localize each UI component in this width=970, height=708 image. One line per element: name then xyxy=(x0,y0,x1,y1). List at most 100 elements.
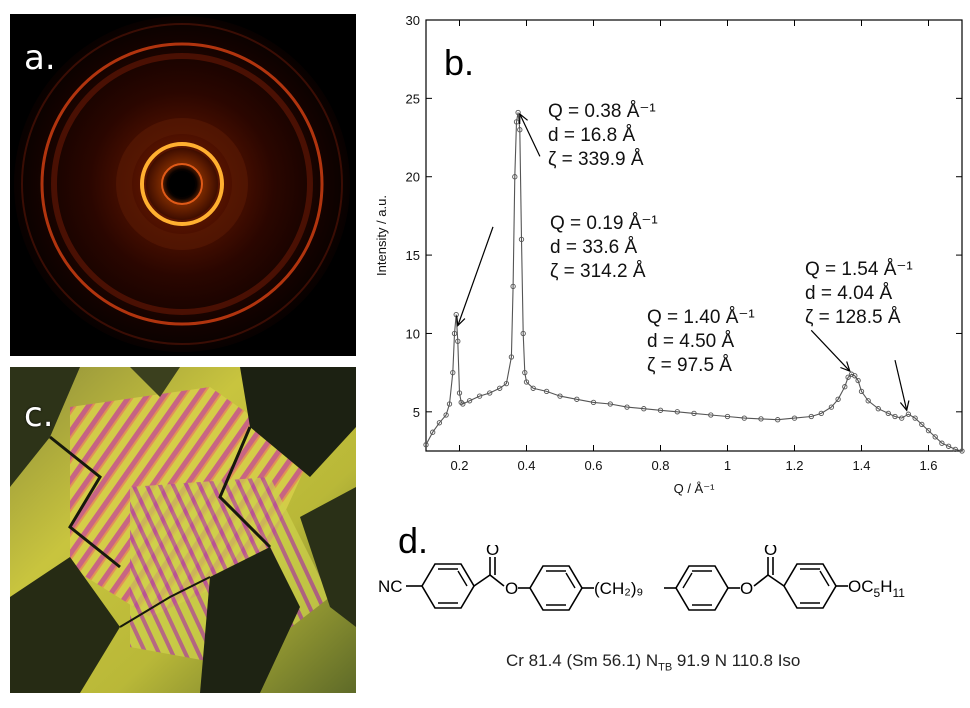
diffraction-rings xyxy=(10,14,356,356)
data-point xyxy=(450,369,456,376)
y-tick-label: 20 xyxy=(406,170,420,185)
data-point xyxy=(865,398,871,404)
y-axis-label: Intensity / a.u. xyxy=(374,195,389,276)
data-point xyxy=(466,398,473,404)
x-tick-label: 1.2 xyxy=(785,458,803,473)
data-point xyxy=(919,421,925,428)
data-point xyxy=(932,434,938,440)
data-point xyxy=(487,390,493,396)
data-point xyxy=(458,399,464,406)
x-axis-label: Q / Å⁻¹ xyxy=(674,481,715,496)
data-point xyxy=(724,413,731,420)
data-point xyxy=(828,404,835,410)
annotation-line: d = 4.04 Å xyxy=(805,283,893,304)
y-tick-label: 10 xyxy=(406,326,420,341)
panel-label-d: d. xyxy=(398,520,429,561)
annotation-line: d = 16.8 Å xyxy=(548,125,636,146)
data-point xyxy=(522,369,528,376)
y-tick-label: 5 xyxy=(413,405,420,420)
annotation-line: ζ = 314.2 Å xyxy=(550,261,646,282)
data-point xyxy=(430,429,436,435)
data-point xyxy=(842,384,848,390)
data-point xyxy=(607,401,613,407)
nitrile-label: NC xyxy=(378,577,403,596)
plot-frame xyxy=(425,19,963,452)
x-tick-label: 1.6 xyxy=(919,458,937,473)
data-point xyxy=(741,415,747,421)
data-point xyxy=(513,119,520,125)
annotation-line: ζ = 97.5 Å xyxy=(647,355,732,376)
data-point xyxy=(436,420,443,426)
data-point xyxy=(858,388,865,395)
outer-wide-angle-ring xyxy=(40,42,324,326)
data-point xyxy=(515,109,521,116)
data-point xyxy=(557,393,563,399)
x-tick-label: 1 xyxy=(724,458,731,473)
data-point xyxy=(875,406,881,412)
optical-texture-micrograph: c. xyxy=(10,367,356,693)
data-point xyxy=(508,354,515,360)
y-tick-label: 30 xyxy=(406,13,420,28)
annotation-line: ζ = 128.5 Å xyxy=(805,307,901,328)
data-point xyxy=(510,283,516,290)
data-point xyxy=(885,410,891,417)
y-tick-label: 25 xyxy=(406,91,420,106)
data-point xyxy=(476,393,483,399)
annotation-arrow xyxy=(519,113,541,157)
data-point xyxy=(497,385,503,391)
beamstop xyxy=(169,171,195,197)
ester-oxygen-1: O xyxy=(505,579,518,598)
carbonyl-oxygen-2: O xyxy=(764,545,777,559)
data-point xyxy=(423,442,429,448)
annotation-peak-1-54: Q = 1.54 Å⁻¹ d = 4.04 Å ζ = 128.5 Å xyxy=(805,258,913,330)
data-point xyxy=(912,415,918,421)
data-point xyxy=(512,174,518,180)
data-point xyxy=(518,236,525,243)
data-point xyxy=(945,443,952,449)
panel-label-b: b. xyxy=(444,42,475,83)
data-point xyxy=(456,390,463,396)
data-point xyxy=(503,380,510,387)
carbonyl-oxygen-1: O xyxy=(486,545,499,559)
data-point xyxy=(520,330,526,337)
ester-oxygen-2: O xyxy=(740,579,753,598)
data-point xyxy=(691,410,697,417)
annotation-arrow xyxy=(810,329,851,372)
data-point xyxy=(939,440,945,446)
x-tick-label: 0.6 xyxy=(584,458,602,473)
data-point xyxy=(443,412,449,418)
chart-svg: 0.2 0.4 0.6 0.8 1 1.2 1.4 1.6 5 10 15 20 25 30 Q / Å⁻¹… xyxy=(374,13,965,496)
texture-drawing xyxy=(10,367,356,693)
inner-small-angle-ring xyxy=(140,142,224,226)
phase-transition-sequence: Cr 81.4 (Sm 56.1) NTB 91.9 N 110.8 Iso xyxy=(506,651,801,674)
annotation-line: Q = 0.19 Å⁻¹ xyxy=(550,213,658,234)
panel-label-c: c. xyxy=(24,395,54,435)
data-point xyxy=(708,412,714,418)
data-point xyxy=(543,388,550,395)
data-point xyxy=(530,385,536,391)
x-tick-label: 0.8 xyxy=(651,458,669,473)
data-point xyxy=(818,410,824,417)
data-point xyxy=(892,413,898,420)
xray-diffraction-pattern-image: a. xyxy=(10,14,356,356)
data-point xyxy=(453,311,459,318)
data-point xyxy=(460,401,466,407)
data-point xyxy=(517,127,523,133)
data-point xyxy=(523,379,530,385)
annotation-arrow xyxy=(457,226,494,326)
data-point xyxy=(624,404,630,410)
xrd-intensity-chart: 0.2 0.4 0.6 0.8 1 1.2 1.4 1.6 5 10 15 20 25 30 Q / Å⁻¹… xyxy=(370,0,970,510)
data-point xyxy=(451,330,458,337)
data-point xyxy=(808,413,814,420)
annotation-line: d = 4.50 Å xyxy=(647,331,735,352)
data-point xyxy=(657,407,664,413)
annotation-line: Q = 0.38 Å⁻¹ xyxy=(548,101,656,122)
methylene-spacer: (CH₂)₉ xyxy=(594,579,643,598)
data-point xyxy=(925,427,932,434)
annotation-peak-1-40: Q = 1.40 Å⁻¹ d = 4.50 Å ζ = 97.5 Å xyxy=(647,306,755,378)
annotation-peak-0-38: Q = 0.38 Å⁻¹ d = 16.8 Å ζ = 339.9 Å xyxy=(548,100,656,172)
x-tick-label: 0.2 xyxy=(450,458,468,473)
annotation-line: d = 33.6 Å xyxy=(550,237,638,258)
data-point xyxy=(791,415,798,421)
data-point xyxy=(758,416,764,422)
